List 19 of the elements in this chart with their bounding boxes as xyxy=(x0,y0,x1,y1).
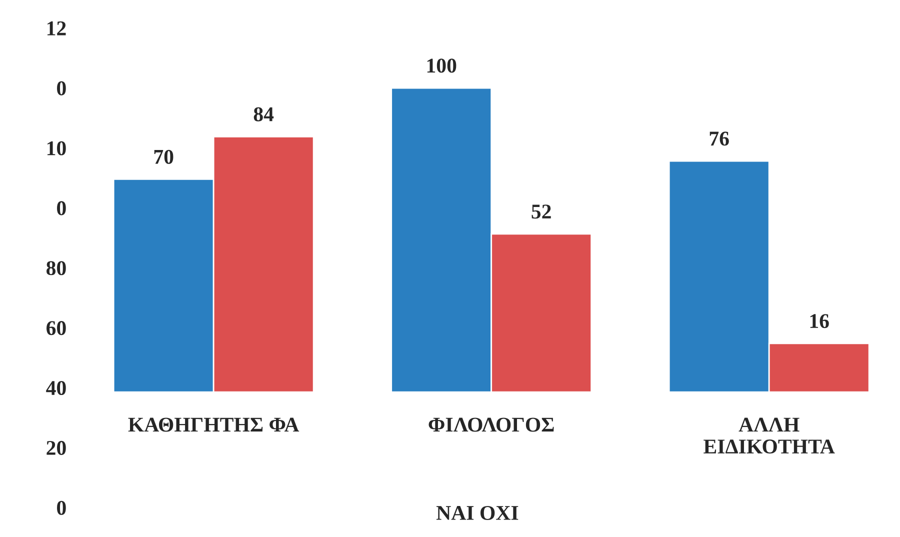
x-tick-label: ΦΙΛΟΛΟΓΟΣ xyxy=(428,418,554,432)
text: 10 xyxy=(47,141,66,156)
data-label: 52 xyxy=(532,204,551,219)
x-axis-title: ΝΑΙ ΟΧΙ xyxy=(436,506,518,520)
text: 60 xyxy=(46,321,66,336)
text: 0 xyxy=(57,201,66,216)
text: 20 xyxy=(46,440,66,455)
text: 0 xyxy=(57,81,66,96)
text: 40 xyxy=(46,380,66,396)
x-tick-label: ΑΛΛΗ ΕΙΔΙΚΟΤΗΤΑ xyxy=(704,418,835,454)
x-tick-label: ΚΑΘΗΓΗΤΗΣ ΦΑ xyxy=(128,418,300,432)
text: 0 xyxy=(57,500,66,515)
data-label: 84 xyxy=(254,107,274,122)
data-label: 70 xyxy=(154,150,174,164)
text: 80 xyxy=(46,261,66,276)
data-label: 76 xyxy=(710,132,729,146)
data-label: 16 xyxy=(810,314,829,328)
text: 12 xyxy=(47,21,66,36)
data-label: 100 xyxy=(427,58,456,73)
